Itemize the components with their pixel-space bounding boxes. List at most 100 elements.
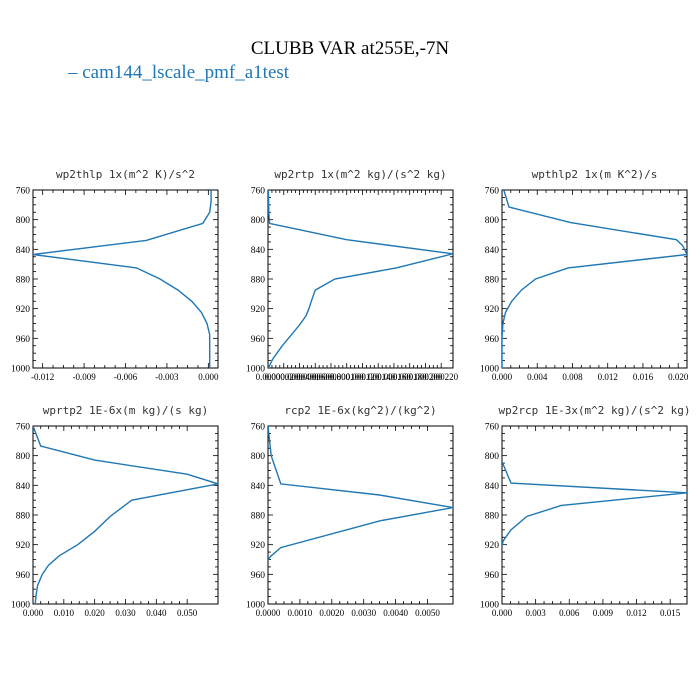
x-tick-label: 0.009	[593, 608, 614, 618]
series-line	[268, 190, 453, 368]
y-tick-label: 1000	[11, 601, 30, 611]
y-tick-label: 880	[16, 276, 31, 286]
x-tick-label: 0.040	[146, 608, 167, 618]
y-tick-label: 880	[251, 512, 266, 522]
x-tick-label: 0.000100	[330, 372, 364, 382]
x-tick-label: 0.0000400	[280, 372, 319, 382]
y-tick-label: 920	[251, 305, 266, 315]
x-tick-label: -0.009	[72, 372, 96, 382]
y-tick-label: 760	[485, 423, 500, 433]
y-tick-label: 840	[251, 246, 266, 256]
y-tick-label: 760	[16, 187, 31, 197]
y-tick-label: 960	[485, 571, 500, 581]
y-tick-label: 840	[485, 482, 500, 492]
y-tick-label: 880	[485, 512, 500, 522]
plot-frame	[501, 189, 688, 369]
y-tick-label: 760	[485, 187, 500, 197]
x-tick-label: 0.000220	[424, 372, 458, 382]
x-tick-label: 0.012	[598, 372, 618, 382]
x-tick-label: 0.0030	[351, 608, 376, 618]
panel-2: wp2rtp 1x(m^2 kg)/(s^2 kg) 760 800 840 880 92…	[246, 168, 459, 382]
plot-frame	[267, 425, 454, 605]
panel-title: wp2rcp 1E-3x(m^2 kg)/(s^2 kg)	[498, 404, 690, 417]
y-tick-label: 1000	[246, 601, 265, 611]
series-line	[268, 426, 453, 560]
y-tick-label: 920	[16, 541, 31, 551]
y-tick-label: 800	[485, 216, 500, 226]
panel-title: wp2thlp 1x(m^2 K)/s^2	[56, 168, 195, 181]
y-tick-label: 920	[485, 305, 500, 315]
series-line	[33, 190, 212, 368]
y-tick-label: 960	[251, 335, 266, 345]
plot-frame	[32, 189, 219, 369]
y-tick-label: 800	[16, 452, 31, 462]
y-tick-label: 880	[16, 512, 31, 522]
panel-3: wpthlp2 1x(m K^2)/s 760 800 840 880 920 960 100…	[480, 168, 689, 382]
y-tick-label: 1000	[246, 365, 265, 375]
panel-title: wpthlp2 1x(m K^2)/s	[532, 168, 658, 181]
y-tick-label: 880	[251, 276, 266, 286]
y-tick-label: 840	[16, 246, 31, 256]
x-tick-label: 0.0020	[319, 608, 344, 618]
y-tick-label: 800	[485, 452, 500, 462]
x-tick-label: 0.0000600	[296, 372, 335, 382]
x-tick-label: -0.003	[155, 372, 179, 382]
y-tick-label: 960	[251, 571, 266, 581]
legend-entry: – cam144_lscale_pmf_a1test	[67, 62, 290, 83]
x-tick-label: 0.000140	[361, 372, 395, 382]
y-tick-label: 800	[251, 452, 266, 462]
x-tick-label: 0.006	[559, 608, 580, 618]
x-tick-label: 0.010	[54, 608, 75, 618]
x-tick-label: 0.0050	[415, 608, 440, 618]
y-tick-label: 1000	[480, 365, 499, 375]
x-tick-label: 0.012	[626, 608, 646, 618]
panel-title: wp2rtp 1x(m^2 kg)/(s^2 kg)	[274, 168, 446, 181]
y-tick-label: 960	[16, 571, 31, 581]
x-tick-label: 0.000160	[377, 372, 411, 382]
x-tick-label: 0.000	[492, 372, 513, 382]
y-tick-label: 920	[251, 541, 266, 551]
panel-6: wp2rcp 1E-3x(m^2 kg)/(s^2 kg) 760 800 840 88…	[480, 404, 691, 618]
y-tick-label: 760	[251, 187, 266, 197]
x-tick-label: 0.0000200	[265, 372, 304, 382]
x-tick-label: 0.000200	[409, 372, 443, 382]
y-tick-label: 960	[16, 335, 31, 345]
x-tick-label: 0.020	[85, 608, 106, 618]
x-tick-label: 0.000120	[346, 372, 380, 382]
x-tick-label: 0.000180	[393, 372, 427, 382]
y-tick-label: 760	[251, 423, 266, 433]
x-tick-label: 0.004	[527, 372, 548, 382]
panel-title: rcp2 1E-6x(kg^2)/(kg^2)	[284, 404, 436, 417]
panel-4: wprtp2 1E-6x(m kg)/(s kg) 760 800 840 880 920…	[11, 404, 219, 618]
series-line	[502, 190, 687, 368]
x-tick-label: 0.008	[562, 372, 583, 382]
x-tick-label: 0.016	[633, 372, 654, 382]
y-tick-label: 840	[485, 246, 500, 256]
y-tick-label: 1000	[480, 601, 499, 611]
y-tick-label: 920	[485, 541, 500, 551]
y-tick-label: 1000	[11, 365, 30, 375]
panel-title: wprtp2 1E-6x(m kg)/(s kg)	[43, 404, 209, 417]
x-tick-label: 0.0040	[383, 608, 408, 618]
y-tick-label: 800	[16, 216, 31, 226]
panel-1: wp2thlp 1x(m^2 K)/s^2 760 800 840 880 920 960 1…	[11, 168, 219, 382]
x-tick-label: 0.020	[668, 372, 689, 382]
y-tick-label: 880	[485, 276, 500, 286]
x-tick-label: 0.000	[198, 372, 219, 382]
x-tick-label: 0.0000	[256, 372, 281, 382]
y-tick-label: 960	[485, 335, 500, 345]
plot-frame	[32, 425, 219, 605]
x-tick-label: 0.003	[526, 608, 547, 618]
y-tick-label: 840	[251, 482, 266, 492]
x-tick-label: 0.0000800	[312, 372, 351, 382]
y-tick-label: 920	[16, 305, 31, 315]
x-tick-label: 0.000	[23, 608, 44, 618]
figure-title: CLUBB VAR at255E,-7N	[251, 38, 450, 59]
panel-5: rcp2 1E-6x(kg^2)/(kg^2) 760 800 840 880 920 96…	[246, 404, 454, 618]
plot-frame	[267, 189, 454, 369]
x-tick-label: 0.015	[660, 608, 681, 618]
x-tick-label: 0.000	[492, 608, 513, 618]
series-line	[33, 426, 218, 604]
x-tick-label: 0.030	[115, 608, 136, 618]
